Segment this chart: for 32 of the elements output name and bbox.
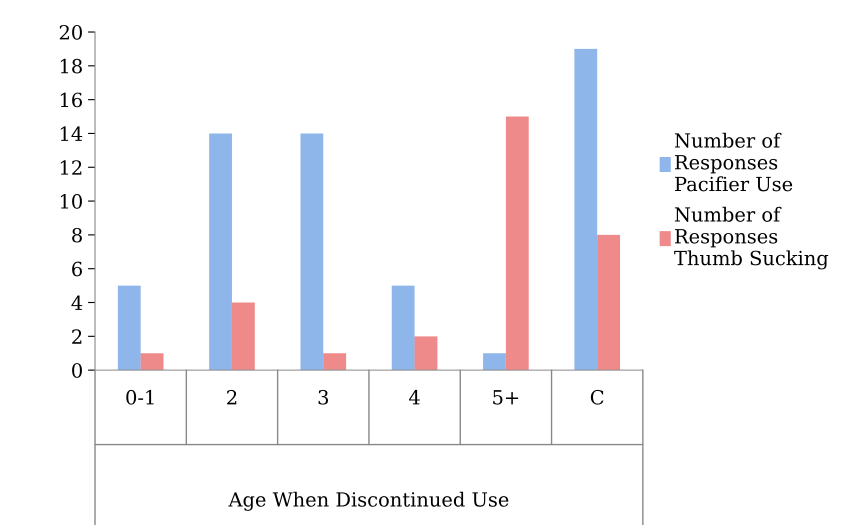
y-tick-label: 0 (72, 363, 82, 378)
bar (323, 353, 346, 370)
x-tick-label: 0-1 (126, 390, 154, 405)
x-tick-label: 5+ (493, 390, 518, 405)
y-tick-label: 14 (60, 126, 82, 141)
legend-label: Number of Responses Thumb Sucking (674, 206, 828, 270)
bar (140, 353, 164, 370)
bar (300, 133, 324, 370)
x-axis-title: Age When Discontinued Use (228, 492, 508, 511)
y-tick-label: 16 (60, 92, 82, 108)
x-tick-label: 2 (227, 390, 236, 404)
x-tick-label: 3 (318, 390, 328, 405)
bar (118, 286, 141, 370)
bar (209, 133, 232, 370)
bar (506, 116, 529, 370)
bar (232, 302, 255, 370)
y-tick-label: 6 (72, 262, 82, 276)
y-tick-label: 12 (60, 160, 82, 175)
bar (414, 336, 438, 370)
y-tick-label: 10 (60, 194, 82, 209)
y-tick-label: 4 (71, 295, 82, 310)
y-tick-label: 20 (60, 24, 82, 40)
y-tick-label: 2 (72, 329, 82, 344)
x-tick-label: 4 (409, 390, 420, 404)
bar (392, 286, 415, 370)
bar (597, 234, 620, 370)
legend-label: Number of Responses Pacifier Use (674, 132, 792, 192)
bar (574, 48, 598, 370)
y-tick-label: 8 (72, 228, 82, 243)
y-tick-label: 18 (60, 58, 82, 74)
bar (483, 353, 506, 370)
x-tick-label: C (590, 390, 604, 405)
